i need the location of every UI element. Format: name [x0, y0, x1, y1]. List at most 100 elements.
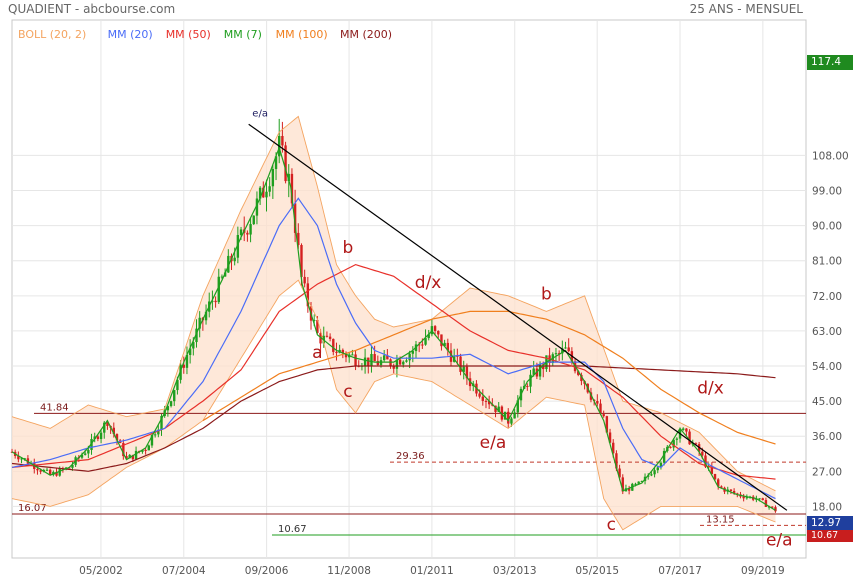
candle-body: [685, 428, 688, 432]
candle-body: [220, 276, 224, 278]
candle-body: [39, 470, 42, 472]
y-tick-label: 45.00: [812, 396, 842, 408]
candle-body: [173, 390, 176, 402]
wave-label: a: [312, 343, 322, 363]
candle-body: [386, 355, 389, 360]
candle-body: [150, 434, 154, 446]
level-label: 41.84: [40, 402, 69, 413]
candle-body: [192, 342, 195, 349]
legend-entry: MM (50): [166, 28, 211, 41]
y-tick-label: 18.00: [812, 501, 842, 513]
candle-body: [481, 396, 485, 401]
candle-body: [300, 245, 303, 277]
candle-body: [246, 232, 249, 235]
candle-body: [83, 453, 87, 455]
candle-body: [704, 455, 707, 467]
candle-body: [169, 401, 173, 407]
candle-body: [487, 401, 491, 405]
candle-body: [764, 500, 768, 507]
candle-body: [236, 234, 240, 258]
candle-body: [293, 203, 297, 233]
candle-body: [720, 486, 723, 488]
legend-entry: MM (100): [276, 28, 328, 41]
candle-body: [713, 473, 717, 480]
candle-body: [211, 300, 214, 302]
candle-body: [694, 443, 698, 445]
level-label: 10.67: [278, 524, 307, 535]
candle-body: [542, 364, 545, 370]
candle-body: [682, 428, 685, 430]
candle-body: [433, 326, 437, 331]
candle-body: [580, 374, 583, 382]
candle-body: [618, 468, 621, 478]
candle-body: [717, 479, 720, 487]
chart-period: 25 ANS - MENSUEL: [689, 2, 803, 16]
candle-body: [128, 454, 131, 459]
candle-body: [354, 354, 357, 366]
candle-body: [417, 344, 421, 346]
candle-body: [93, 436, 96, 439]
candle-body: [398, 359, 402, 365]
candle-body: [561, 348, 564, 354]
candle-body: [653, 470, 656, 475]
series-line: [11, 279, 776, 531]
candle-body: [258, 187, 262, 199]
y-tick-label: 108.00: [812, 150, 849, 162]
candle-body: [281, 135, 284, 146]
x-tick-label: 11/2008: [327, 565, 371, 577]
x-tick-label: 01/2011: [410, 565, 454, 577]
x-tick-label: 05/2002: [79, 565, 123, 577]
level-label: 16.07: [18, 503, 47, 514]
current-price-badge: 12.97: [807, 516, 853, 531]
candle-body: [268, 186, 271, 192]
candle-body: [153, 434, 157, 436]
chart-title: QUADIENT - abcbourse.com: [8, 2, 176, 16]
candle-body: [596, 400, 599, 404]
candle-body: [465, 366, 469, 379]
candle-body: [217, 276, 220, 303]
wave-label: c: [343, 382, 352, 402]
candle-body: [701, 451, 704, 456]
candle-body: [761, 498, 764, 501]
candle-body: [659, 462, 663, 468]
y-tick-label: 63.00: [812, 326, 842, 338]
candle-body: [176, 379, 179, 391]
candle-body: [656, 467, 659, 471]
candle-body: [363, 357, 367, 366]
legend-entry: MM (200): [340, 28, 392, 41]
series-line: [11, 263, 776, 480]
candle-body: [239, 229, 243, 235]
candle-body: [188, 348, 192, 355]
candle-body: [141, 449, 144, 452]
candle-body: [736, 493, 739, 495]
candle-body: [185, 354, 189, 368]
series-line: [202, 310, 776, 445]
candle-body: [599, 403, 602, 415]
candle-body: [80, 454, 84, 458]
candle-body: [411, 351, 415, 354]
candle-body: [402, 361, 405, 365]
candle-body: [115, 434, 119, 441]
candle-body: [147, 445, 150, 451]
last-close-badge: 117.4: [807, 55, 853, 70]
candle-body: [319, 332, 322, 344]
y-tick-label: 99.00: [812, 186, 842, 198]
candle-body: [669, 446, 672, 448]
candle-body: [577, 371, 580, 375]
wave-label: c: [607, 515, 616, 535]
candle-body: [341, 349, 345, 354]
candle-body: [605, 416, 609, 433]
candle-body: [20, 458, 23, 460]
candle-body: [554, 353, 558, 355]
candle-body: [771, 506, 774, 508]
wave-label: e/a: [480, 433, 507, 453]
candle-body: [303, 276, 306, 284]
candle-body: [325, 335, 329, 337]
candle-body: [758, 498, 761, 500]
candle-body: [134, 450, 138, 460]
candle-body: [446, 342, 450, 351]
candle-body: [122, 443, 125, 457]
x-tick-label: 07/2004: [162, 565, 206, 577]
candle-body: [405, 360, 408, 362]
candle-body: [125, 456, 128, 459]
